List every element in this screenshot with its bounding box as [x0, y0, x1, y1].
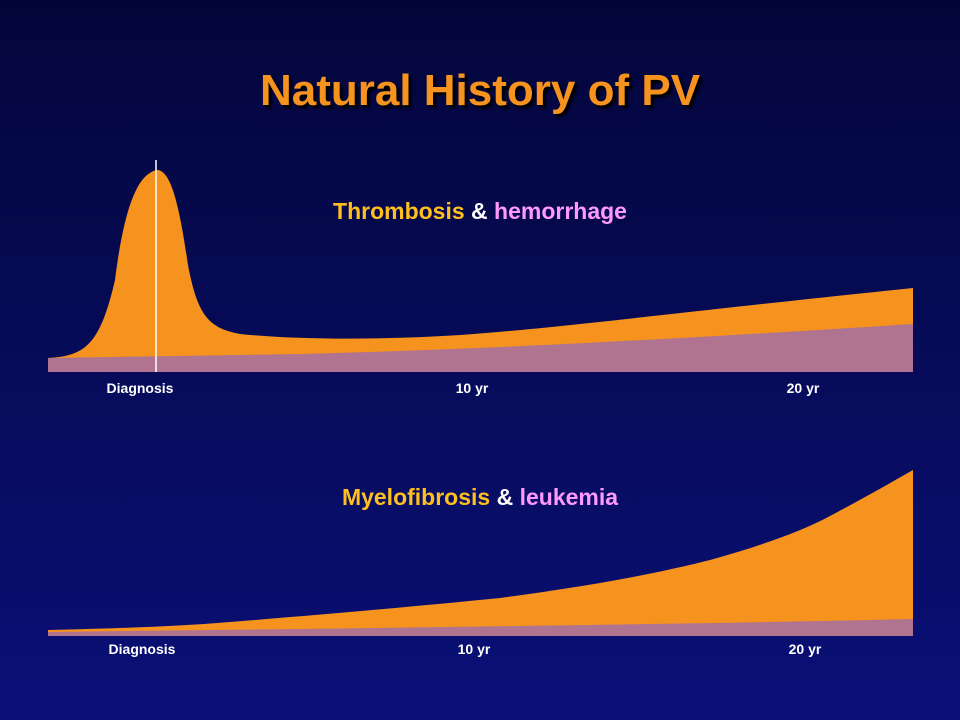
myelofibrosis-label: Myelofibrosis — [341, 484, 491, 510]
top-tick-diagnosis: Diagnosis — [106, 380, 174, 396]
bottom-tick-diagnosis: Diagnosis — [108, 641, 176, 657]
hemorrhage-area — [48, 324, 913, 372]
slide-title: Natural History of PV — [259, 66, 701, 115]
leukemia-label: leukemia — [519, 484, 619, 510]
thrombosis-label: Thrombosis — [333, 198, 465, 224]
bottom-tick-10yr: 10 yr — [457, 641, 491, 657]
bottom-panel-label: Myelofibrosis & leukemia — [0, 484, 960, 511]
ampersand: & — [471, 198, 488, 224]
bottom-tick-20yr: 20 yr — [788, 641, 822, 657]
top-tick-10yr: 10 yr — [455, 380, 489, 396]
leukemia-area — [48, 619, 913, 636]
top-tick-20yr: 20 yr — [786, 380, 820, 396]
hemorrhage-label: hemorrhage — [494, 198, 627, 224]
thrombosis-area — [48, 170, 913, 372]
top-panel-label: Thrombosis & hemorrhage — [0, 198, 960, 225]
myelofibrosis-area — [48, 470, 913, 636]
ampersand: & — [496, 484, 514, 510]
